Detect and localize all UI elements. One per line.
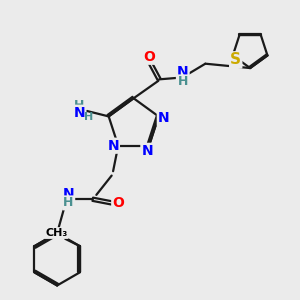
Text: N: N (107, 139, 119, 153)
Text: O: O (112, 196, 124, 210)
Text: H: H (63, 196, 74, 209)
Text: CH₃: CH₃ (45, 228, 68, 238)
Text: N: N (141, 144, 153, 158)
Text: H: H (84, 112, 93, 122)
Text: O: O (143, 50, 155, 64)
Text: N: N (62, 187, 74, 201)
Text: H: H (74, 99, 85, 112)
Text: N: N (177, 65, 189, 80)
Text: N: N (74, 106, 85, 120)
Text: N: N (158, 111, 170, 125)
Text: S: S (230, 52, 241, 68)
Text: H: H (178, 75, 188, 88)
